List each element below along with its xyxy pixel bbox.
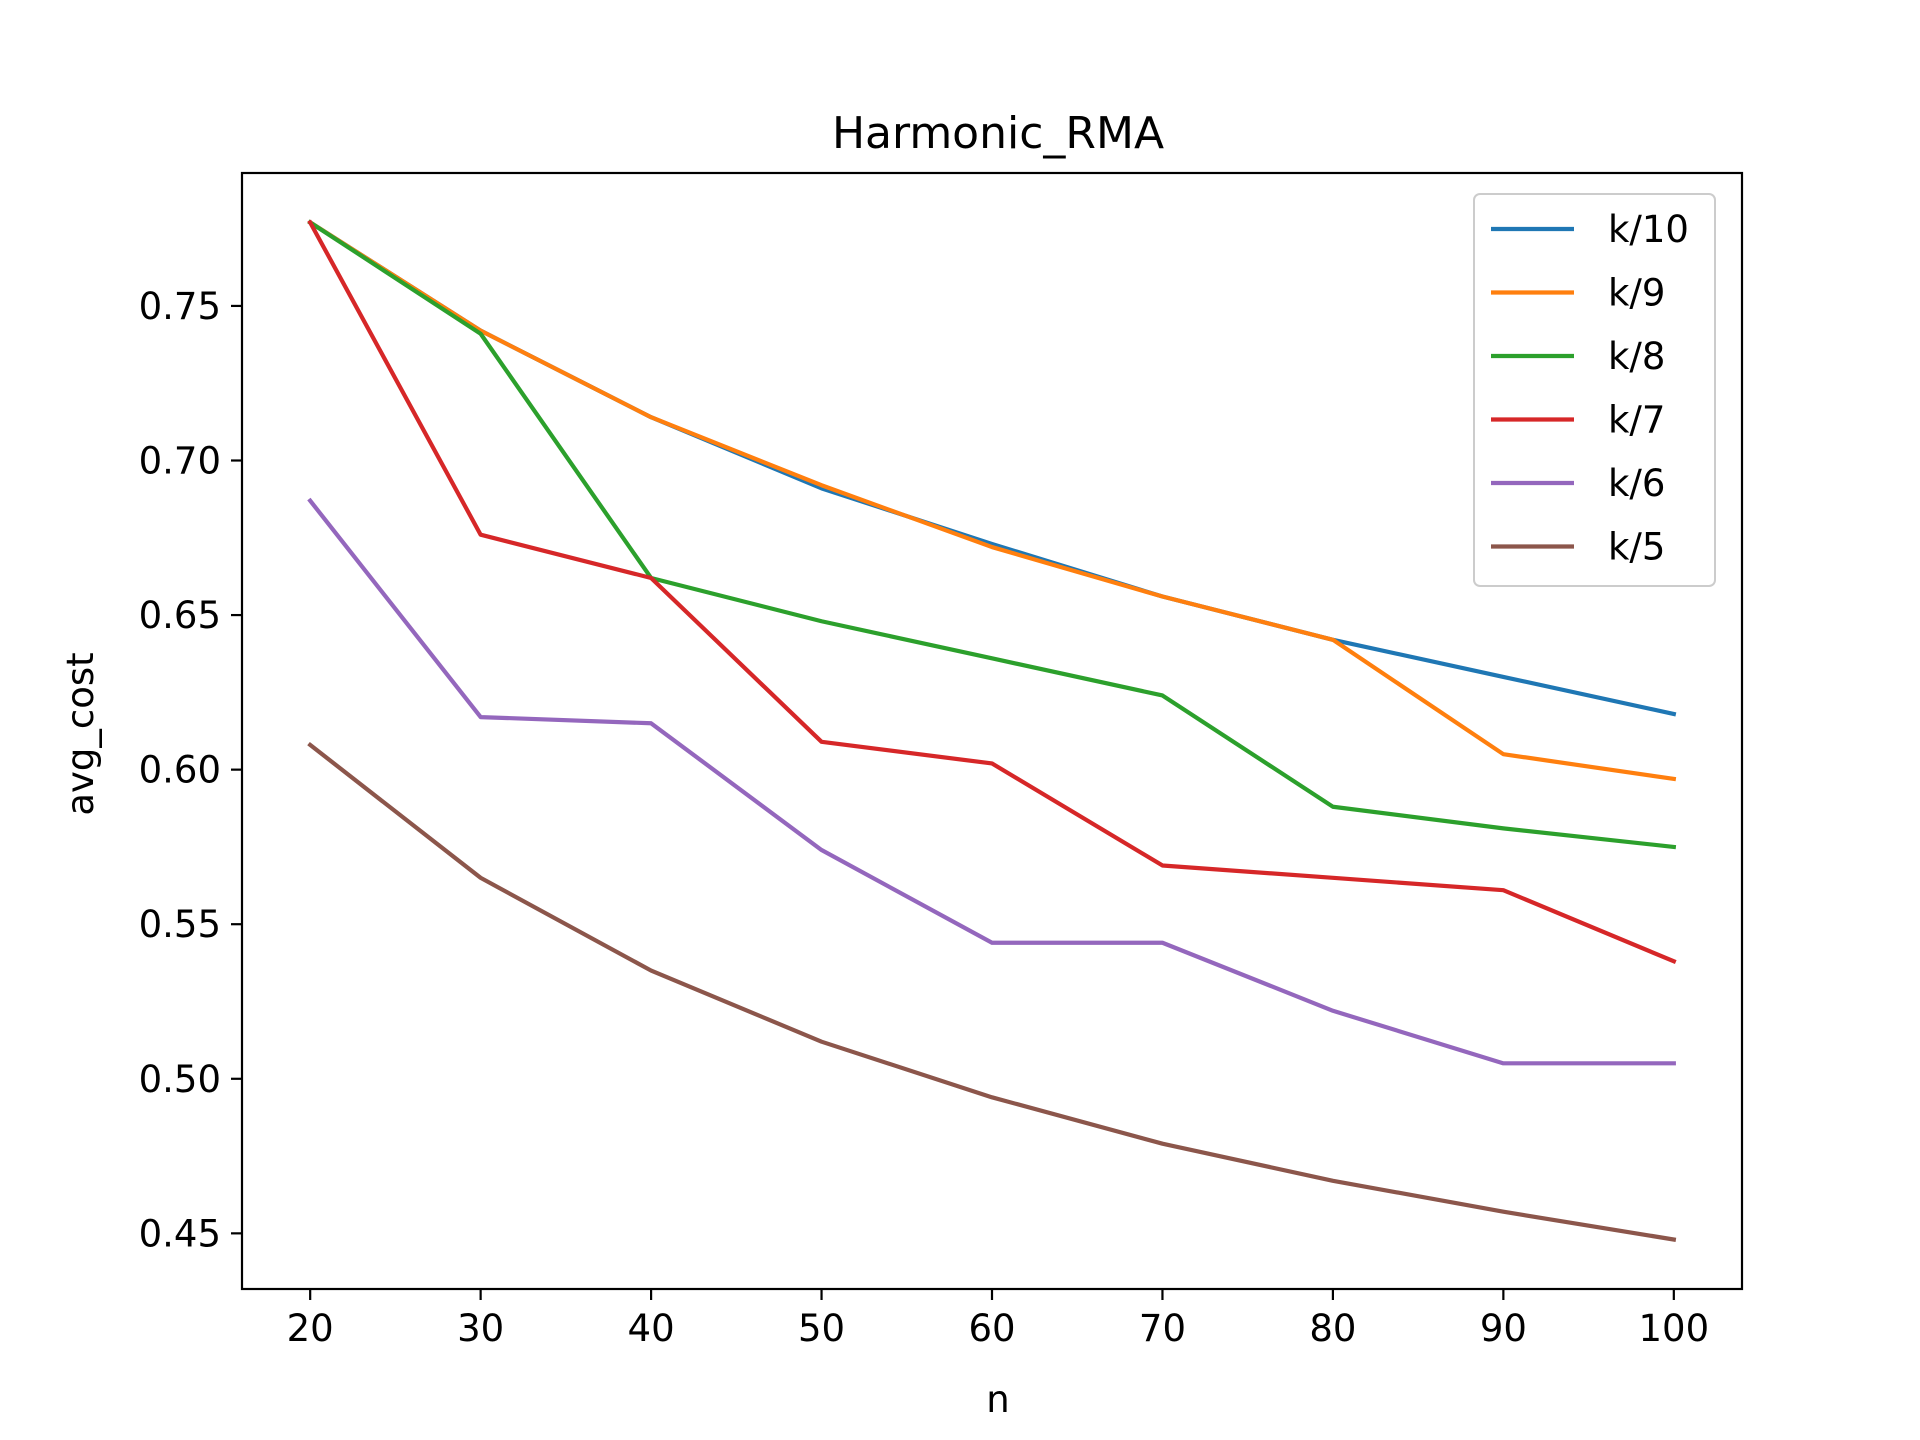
series-line-2 <box>307 219 1677 850</box>
legend-label-5: k/5 <box>1608 526 1665 569</box>
legend-label-1: k/9 <box>1608 272 1665 315</box>
series-line-4 <box>307 497 1676 1066</box>
axes: 20 30 40 50 60 70 80 90 100 0.45 0.50 0.55 0.60 0.65 0… <box>139 171 1744 1350</box>
x-tick-label: 50 <box>798 1307 845 1350</box>
series-line-3 <box>307 219 1677 965</box>
x-tick-label: 100 <box>1639 1307 1710 1350</box>
y-tick-label: 0.50 <box>139 1058 221 1101</box>
legend-label-4: k/6 <box>1608 462 1665 505</box>
legend-label-2: k/8 <box>1608 335 1665 378</box>
x-tick-label: 60 <box>968 1307 1015 1350</box>
legend-box <box>1473 193 1716 587</box>
x-tick-label: 40 <box>628 1307 675 1350</box>
y-tick-label: 0.45 <box>139 1212 221 1255</box>
chart-title: Harmonic_RMA <box>832 108 1164 159</box>
y-tick-label: 0.60 <box>139 749 221 792</box>
series-line-5 <box>307 741 1677 1242</box>
y-tick-label: 0.75 <box>139 285 221 328</box>
legend-label-0: k/10 <box>1608 208 1689 251</box>
y-tick-label: 0.55 <box>139 903 221 946</box>
x-tick-label: 90 <box>1480 1307 1527 1350</box>
x-tick-label: 80 <box>1309 1307 1356 1350</box>
x-axis-label: n <box>986 1378 1009 1421</box>
y-tick-label: 0.70 <box>139 440 221 483</box>
series-line-1 <box>307 219 1677 782</box>
x-tick-label: 20 <box>287 1307 334 1350</box>
legend: k/10 k/9 k/8 k/7 k/6 k/5 <box>1473 193 1716 587</box>
x-tick-label: 70 <box>1139 1307 1186 1350</box>
legend-label-3: k/7 <box>1608 399 1665 442</box>
y-tick-label: 0.65 <box>139 594 221 637</box>
x-tick-label: 30 <box>457 1307 504 1350</box>
y-axis-label: avg_cost <box>59 652 102 815</box>
